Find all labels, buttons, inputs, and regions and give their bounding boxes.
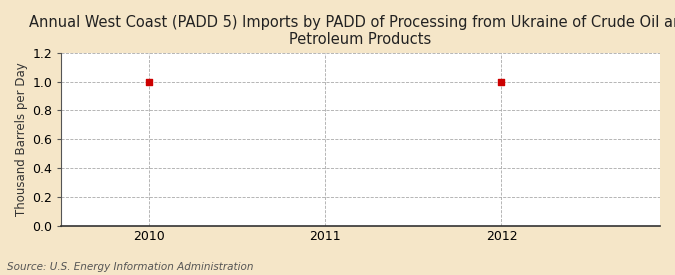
Point: [144, 79, 155, 84]
Title: Annual West Coast (PADD 5) Imports by PADD of Processing from Ukraine of Crude O: Annual West Coast (PADD 5) Imports by PA…: [29, 15, 675, 47]
Text: Source: U.S. Energy Information Administration: Source: U.S. Energy Information Administ…: [7, 262, 253, 272]
Point: [496, 79, 507, 84]
Y-axis label: Thousand Barrels per Day: Thousand Barrels per Day: [15, 62, 28, 216]
